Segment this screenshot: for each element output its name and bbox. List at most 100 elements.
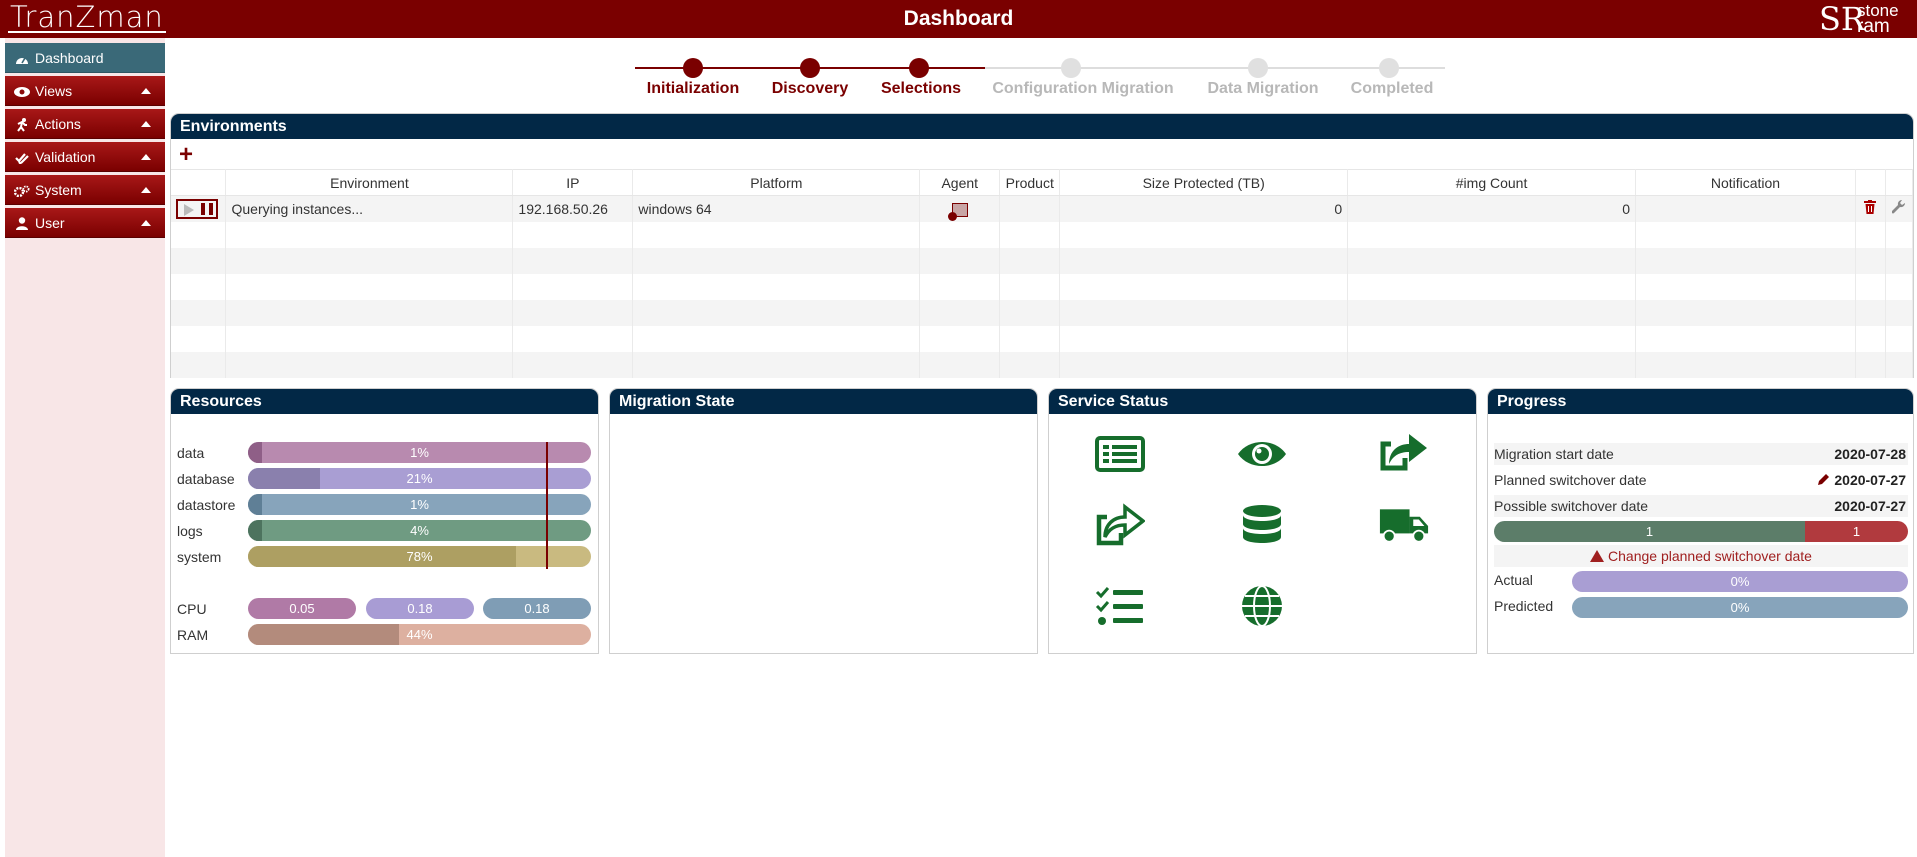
share-icon[interactable] (1379, 429, 1429, 475)
empty-cell (919, 273, 1001, 300)
table-row (171, 351, 1914, 378)
empty-cell (632, 221, 921, 248)
column-header-ip[interactable]: IP (512, 169, 634, 196)
agent-status-icon[interactable] (947, 202, 968, 221)
resource-bar: 1% (248, 494, 591, 515)
empty-cell (1059, 221, 1349, 248)
table-row[interactable]: Querying instances... 192.168.50.26 wind… (171, 195, 1914, 222)
chevron-up-icon (141, 187, 151, 193)
pause-icon[interactable] (201, 202, 213, 215)
resource-value: 1% (410, 445, 429, 460)
step-dot (1379, 58, 1399, 78)
actual-label: Actual (1494, 572, 1533, 588)
empty-cell (919, 221, 1001, 248)
cell-ip: 192.168.50.26 (512, 195, 634, 222)
cpu-bar-3: 0.18 (483, 598, 591, 619)
service-status-panel: Service Status (1048, 388, 1477, 654)
list-icon[interactable] (1095, 431, 1145, 477)
stepper-line-todo (985, 67, 1445, 69)
empty-cell (1059, 325, 1349, 352)
cpu-bar-1: 0.05 (248, 598, 356, 619)
cell-img-count: 0 (1347, 195, 1636, 222)
resource-bar: 4% (248, 520, 591, 541)
sidebar-item-label: Dashboard (35, 50, 104, 66)
empty-cell (999, 247, 1061, 274)
chevron-up-icon (141, 154, 151, 160)
column-header-product[interactable]: Product (999, 169, 1061, 196)
resource-bar-fill (248, 624, 399, 645)
change-switchover-link[interactable]: Change planned switchover date (1494, 545, 1908, 567)
sidebar-item-validation[interactable]: Validation (5, 142, 165, 172)
step-label: Discovery (771, 80, 849, 97)
sidebar-item-label: Validation (35, 149, 96, 165)
column-header-size-protected[interactable]: Size Protected (TB) (1059, 169, 1349, 196)
eye-icon[interactable] (1237, 431, 1287, 477)
column-header-platform[interactable]: Platform (632, 169, 921, 196)
resource-bar: 21% (248, 468, 591, 489)
column-header-environment[interactable]: Environment (225, 169, 514, 196)
resource-value: 44% (406, 627, 433, 642)
column-header-img-count[interactable]: #img Count (1347, 169, 1636, 196)
cpu-value: 0.18 (524, 601, 550, 616)
chevron-up-icon (141, 88, 151, 94)
predicted-progress-bar: 0% (1572, 597, 1908, 618)
empty-cell (1059, 299, 1349, 326)
resource-label: database (177, 471, 235, 487)
column-header-edit (1885, 169, 1914, 196)
empty-cell (512, 299, 634, 326)
sidebar-item-user[interactable]: User (5, 208, 165, 238)
wrench-icon[interactable] (1891, 200, 1906, 214)
migration-start-row: Migration start date 2020-07-28 (1494, 443, 1908, 465)
step-label: Completed (1350, 80, 1434, 97)
sidebar-item-actions[interactable]: Actions (5, 109, 165, 139)
sidebar-item-system[interactable]: System (5, 175, 165, 205)
empty-cell (919, 299, 1001, 326)
tasks-icon[interactable] (1095, 585, 1145, 631)
pencil-icon[interactable] (1817, 473, 1830, 486)
environments-panel: Environments + Environment IP Platform A… (170, 113, 1914, 378)
column-header-controls (171, 169, 227, 196)
play-icon[interactable] (184, 203, 194, 216)
brand-ram: ram (1857, 16, 1890, 37)
empty-cell (632, 299, 921, 326)
dashboard-icon (14, 43, 30, 73)
globe-icon[interactable] (1237, 583, 1287, 629)
migration-start-label: Migration start date (1494, 446, 1614, 462)
cell-delete (1855, 195, 1886, 222)
empty-cell (1855, 273, 1886, 300)
truck-icon[interactable] (1379, 503, 1429, 549)
resource-value: 4% (410, 523, 429, 538)
sidebar-item-views[interactable]: Views (5, 76, 165, 106)
resources-panel: Resources data 1% database 21% datastore… (170, 388, 599, 654)
play-pause-control[interactable] (176, 198, 218, 219)
trash-icon[interactable] (1864, 200, 1877, 215)
split-right-value: 1 (1852, 524, 1861, 539)
sidebar-item-dashboard[interactable]: Dashboard (5, 43, 165, 73)
empty-cell (225, 351, 514, 378)
empty-cell (225, 273, 514, 300)
table-row (171, 325, 1914, 352)
page-title: Dashboard (903, 7, 1014, 30)
panel-title: Progress (1488, 389, 1913, 414)
cell-notification (1635, 195, 1856, 222)
empty-cell (1347, 299, 1636, 326)
add-environment-button[interactable]: + (179, 141, 194, 168)
split-left-value: 1 (1645, 524, 1654, 539)
environments-table: Environment IP Platform Agent Product Si… (171, 169, 1914, 378)
app-logo[interactable]: TranZman (8, 0, 166, 34)
empty-cell (919, 351, 1001, 378)
planned-switchover-value-wrap: 2020-07-27 (1817, 469, 1906, 491)
possible-switchover-value: 2020-07-27 (1834, 498, 1906, 514)
database-icon[interactable] (1237, 503, 1287, 549)
column-header-agent[interactable]: Agent (919, 169, 1001, 196)
planned-switchover-row: Planned switchover date 2020-07-27 (1494, 469, 1908, 491)
migration-stepper: Initialization Discovery Selections Conf… (625, 55, 1455, 105)
step-dot (909, 58, 929, 78)
empty-cell (1885, 299, 1914, 326)
column-header-notification[interactable]: Notification (1635, 169, 1856, 196)
share-alt-icon[interactable] (1095, 502, 1145, 548)
resource-label: system (177, 549, 222, 565)
empty-cell (1885, 221, 1914, 248)
gears-icon (13, 175, 30, 205)
chevron-up-icon (141, 220, 151, 226)
